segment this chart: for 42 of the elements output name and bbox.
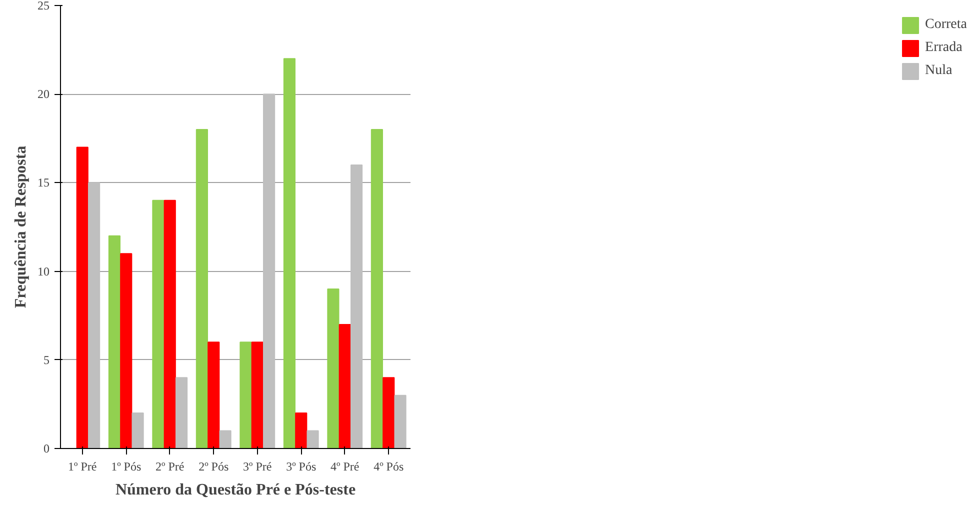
x-tick-label: 4º Pré	[330, 460, 360, 474]
bar	[370, 129, 383, 448]
bar	[251, 342, 264, 448]
bar	[208, 342, 220, 448]
bar	[219, 430, 232, 448]
bar	[120, 253, 132, 448]
bar	[382, 377, 395, 448]
x-tick-label: 3º Pós	[286, 460, 316, 474]
legend-label: Errada	[925, 40, 962, 56]
bar	[132, 412, 144, 448]
bar	[76, 146, 88, 448]
x-tick-label: 1º Pré	[68, 460, 97, 474]
x-tick-label: 3º Pré	[243, 460, 272, 474]
x-tick-label: 4º Pós	[374, 460, 404, 474]
y-tick-label: 10	[38, 264, 50, 278]
y-tick-label: 5	[44, 352, 50, 367]
bar	[350, 164, 363, 448]
y-tick-label: 20	[38, 87, 50, 102]
x-tick-label: 2º Pré	[156, 460, 184, 474]
bar	[283, 58, 296, 448]
bar	[164, 200, 176, 448]
legend-label: Correta	[925, 17, 967, 33]
bar	[108, 235, 120, 448]
bar	[338, 324, 351, 448]
x-tick-label: 1º Pós	[111, 460, 142, 474]
bar	[263, 94, 276, 448]
bar	[394, 394, 406, 448]
bar	[327, 288, 340, 448]
x-axis-title: Número da Questão Pré e Pós-teste	[115, 482, 356, 498]
y-tick-label: 25	[38, 0, 50, 12]
y-tick-label: 15	[38, 176, 50, 190]
y-tick-label: 0	[44, 442, 50, 456]
bar	[88, 182, 100, 448]
bar	[306, 430, 319, 448]
x-tick-label: 2º Pós	[198, 460, 229, 474]
bar	[240, 342, 252, 448]
y-axis-title: Frequência de Resposta	[12, 146, 30, 308]
legend-label: Nula	[925, 63, 952, 79]
bar	[295, 412, 308, 448]
bar	[176, 377, 188, 448]
bar	[196, 129, 208, 448]
bar	[152, 200, 164, 448]
